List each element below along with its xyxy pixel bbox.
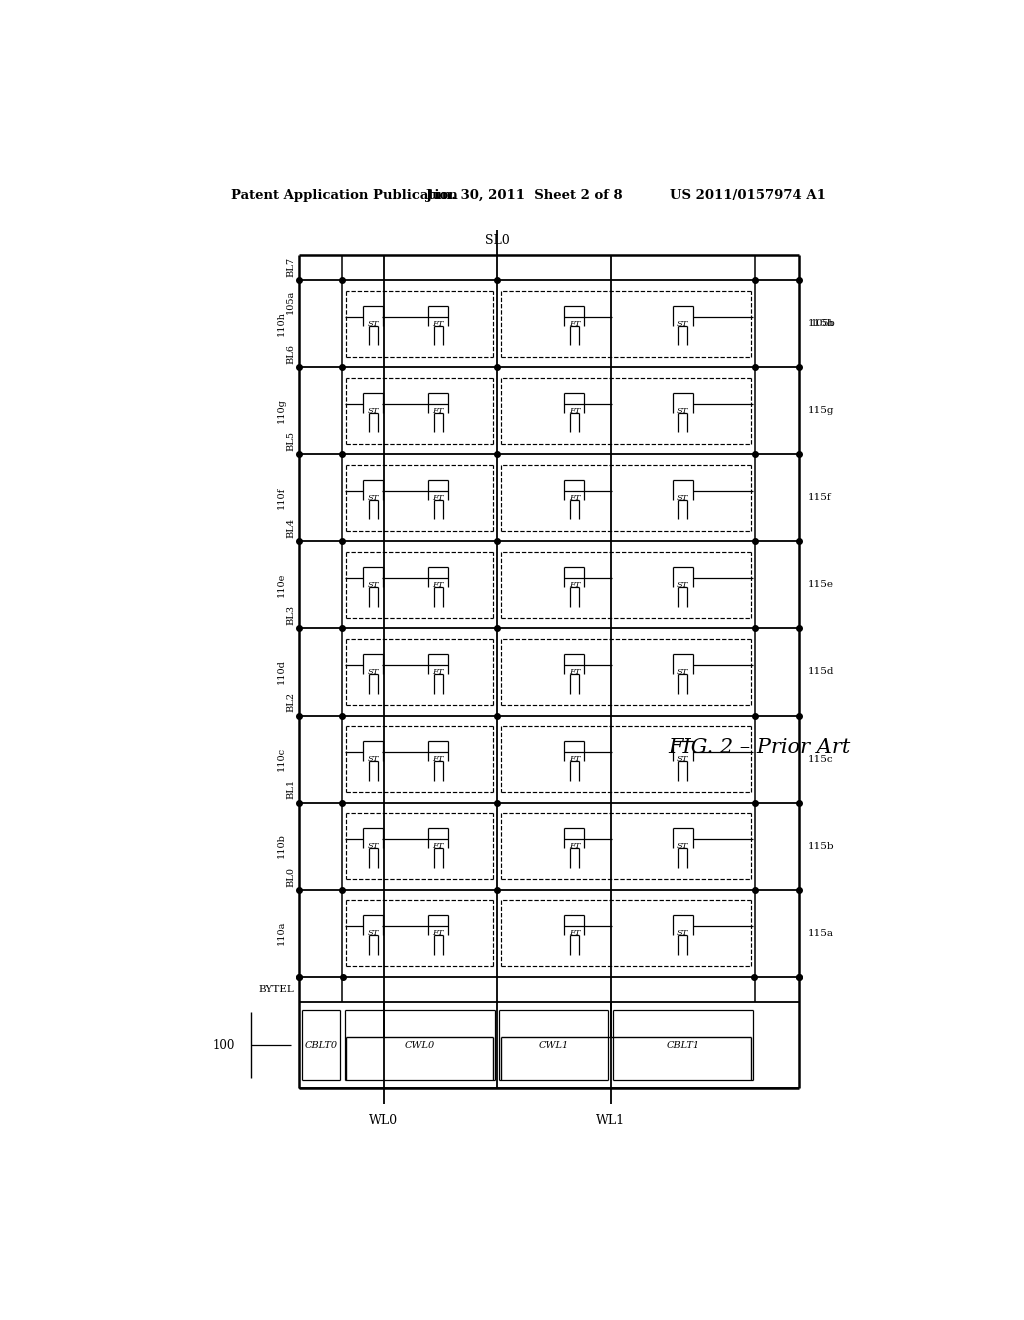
Text: 105a: 105a bbox=[286, 289, 295, 314]
Text: ST: ST bbox=[677, 668, 688, 676]
Text: FT: FT bbox=[568, 929, 580, 937]
Text: BL5: BL5 bbox=[287, 432, 296, 451]
Text: 110h: 110h bbox=[276, 312, 286, 337]
Text: FT: FT bbox=[568, 842, 580, 850]
Text: ST: ST bbox=[677, 929, 688, 937]
Text: 110b: 110b bbox=[276, 834, 286, 858]
Text: CBLT0: CBLT0 bbox=[304, 1040, 337, 1049]
Text: BL0: BL0 bbox=[287, 866, 296, 887]
Text: FT: FT bbox=[568, 494, 580, 502]
Text: CWL1: CWL1 bbox=[539, 1040, 569, 1049]
Text: BL7: BL7 bbox=[287, 257, 296, 277]
Text: 110c: 110c bbox=[276, 747, 286, 771]
Text: FT: FT bbox=[568, 581, 580, 589]
Text: Patent Application Publication: Patent Application Publication bbox=[231, 189, 458, 202]
Text: WL1: WL1 bbox=[596, 1114, 625, 1127]
Text: FT: FT bbox=[432, 494, 444, 502]
Text: SL0: SL0 bbox=[484, 234, 509, 247]
Text: 115f: 115f bbox=[808, 494, 831, 503]
Text: ST: ST bbox=[368, 494, 379, 502]
Text: ST: ST bbox=[677, 581, 688, 589]
Text: 115c: 115c bbox=[808, 755, 834, 763]
Text: BYTEL: BYTEL bbox=[259, 985, 295, 994]
Text: FT: FT bbox=[432, 755, 444, 763]
Text: BL1: BL1 bbox=[287, 779, 296, 800]
Text: CWL0: CWL0 bbox=[404, 1040, 435, 1049]
Text: ST: ST bbox=[677, 842, 688, 850]
Text: WL0: WL0 bbox=[369, 1114, 398, 1127]
Text: FT: FT bbox=[568, 319, 580, 327]
Text: CBLT1: CBLT1 bbox=[667, 1040, 699, 1049]
Text: US 2011/0157974 A1: US 2011/0157974 A1 bbox=[671, 189, 826, 202]
Text: ST: ST bbox=[368, 842, 379, 850]
Text: 115h: 115h bbox=[808, 319, 835, 329]
Text: FT: FT bbox=[432, 668, 444, 676]
Text: 115g: 115g bbox=[808, 407, 835, 416]
Text: BL4: BL4 bbox=[287, 519, 296, 539]
Text: BL3: BL3 bbox=[287, 606, 296, 626]
Text: FT: FT bbox=[432, 581, 444, 589]
Text: 110g: 110g bbox=[276, 399, 286, 424]
Text: 115d: 115d bbox=[808, 668, 835, 676]
Text: FT: FT bbox=[568, 407, 580, 414]
Text: FT: FT bbox=[432, 842, 444, 850]
Text: FT: FT bbox=[568, 755, 580, 763]
Text: 110d: 110d bbox=[276, 660, 286, 685]
Text: ST: ST bbox=[368, 668, 379, 676]
Text: 110a: 110a bbox=[276, 921, 286, 945]
Text: ST: ST bbox=[368, 929, 379, 937]
Text: ST: ST bbox=[368, 319, 379, 327]
Text: 115a: 115a bbox=[808, 928, 835, 937]
Text: FT: FT bbox=[432, 319, 444, 327]
Text: FT: FT bbox=[432, 929, 444, 937]
Text: 115b: 115b bbox=[808, 842, 835, 850]
Text: 110e: 110e bbox=[276, 573, 286, 597]
Text: BL2: BL2 bbox=[287, 693, 296, 713]
Text: 100: 100 bbox=[213, 1039, 236, 1052]
Text: FT: FT bbox=[568, 668, 580, 676]
Text: ST: ST bbox=[677, 407, 688, 414]
Text: 115e: 115e bbox=[808, 581, 835, 590]
Text: BL6: BL6 bbox=[287, 345, 296, 364]
Text: FIG. 2 – Prior Art: FIG. 2 – Prior Art bbox=[668, 738, 850, 758]
Text: ST: ST bbox=[368, 581, 379, 589]
Text: ST: ST bbox=[677, 494, 688, 502]
Text: 105b: 105b bbox=[811, 319, 836, 329]
Text: Jun. 30, 2011  Sheet 2 of 8: Jun. 30, 2011 Sheet 2 of 8 bbox=[426, 189, 624, 202]
Text: ST: ST bbox=[677, 319, 688, 327]
Text: ST: ST bbox=[677, 755, 688, 763]
Text: 110f: 110f bbox=[276, 487, 286, 510]
Text: ST: ST bbox=[368, 755, 379, 763]
Text: FT: FT bbox=[432, 407, 444, 414]
Text: ST: ST bbox=[368, 407, 379, 414]
